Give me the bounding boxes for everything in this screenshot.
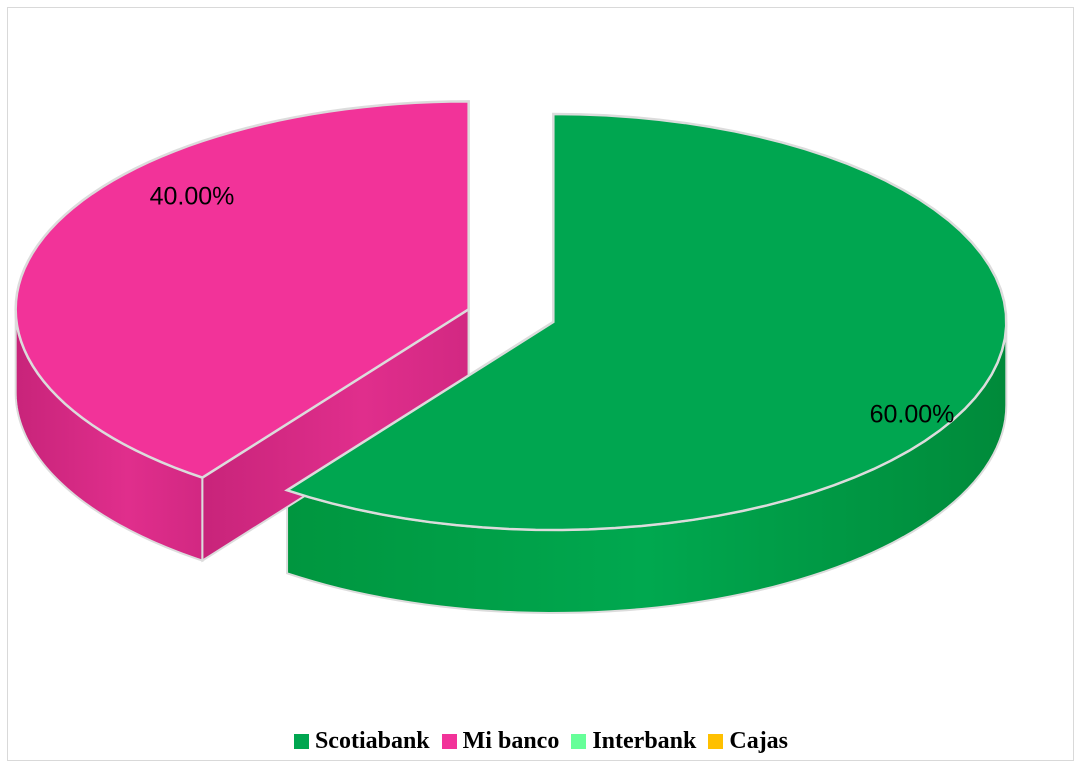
legend-swatch (571, 733, 587, 749)
slice-top-mi-banco[interactable] (14, 100, 470, 479)
legend-item-mi-banco[interactable]: Mi banco (441, 727, 560, 755)
legend: Scotiabank Mi banco Interbank Cajas (0, 726, 1082, 756)
slice-top-scotiabank[interactable] (284, 112, 1008, 532)
legend-swatch (708, 733, 724, 749)
legend-swatch (293, 733, 309, 749)
data-label-scotiabank: 60.00% (870, 401, 955, 429)
legend-label: Cajas (729, 727, 789, 754)
legend-label: Interbank (592, 727, 697, 754)
legend-swatch (441, 733, 457, 749)
legend-item-interbank[interactable]: Interbank (571, 728, 696, 755)
legend-label: Mi banco (462, 727, 560, 754)
legend-label: Scotiabank (314, 727, 430, 754)
legend-item-cajas[interactable]: Cajas (708, 728, 788, 755)
legend-item-scotiabank[interactable]: Scotiabank (293, 727, 430, 755)
data-label-mi-banco: 40.00% (150, 183, 235, 211)
